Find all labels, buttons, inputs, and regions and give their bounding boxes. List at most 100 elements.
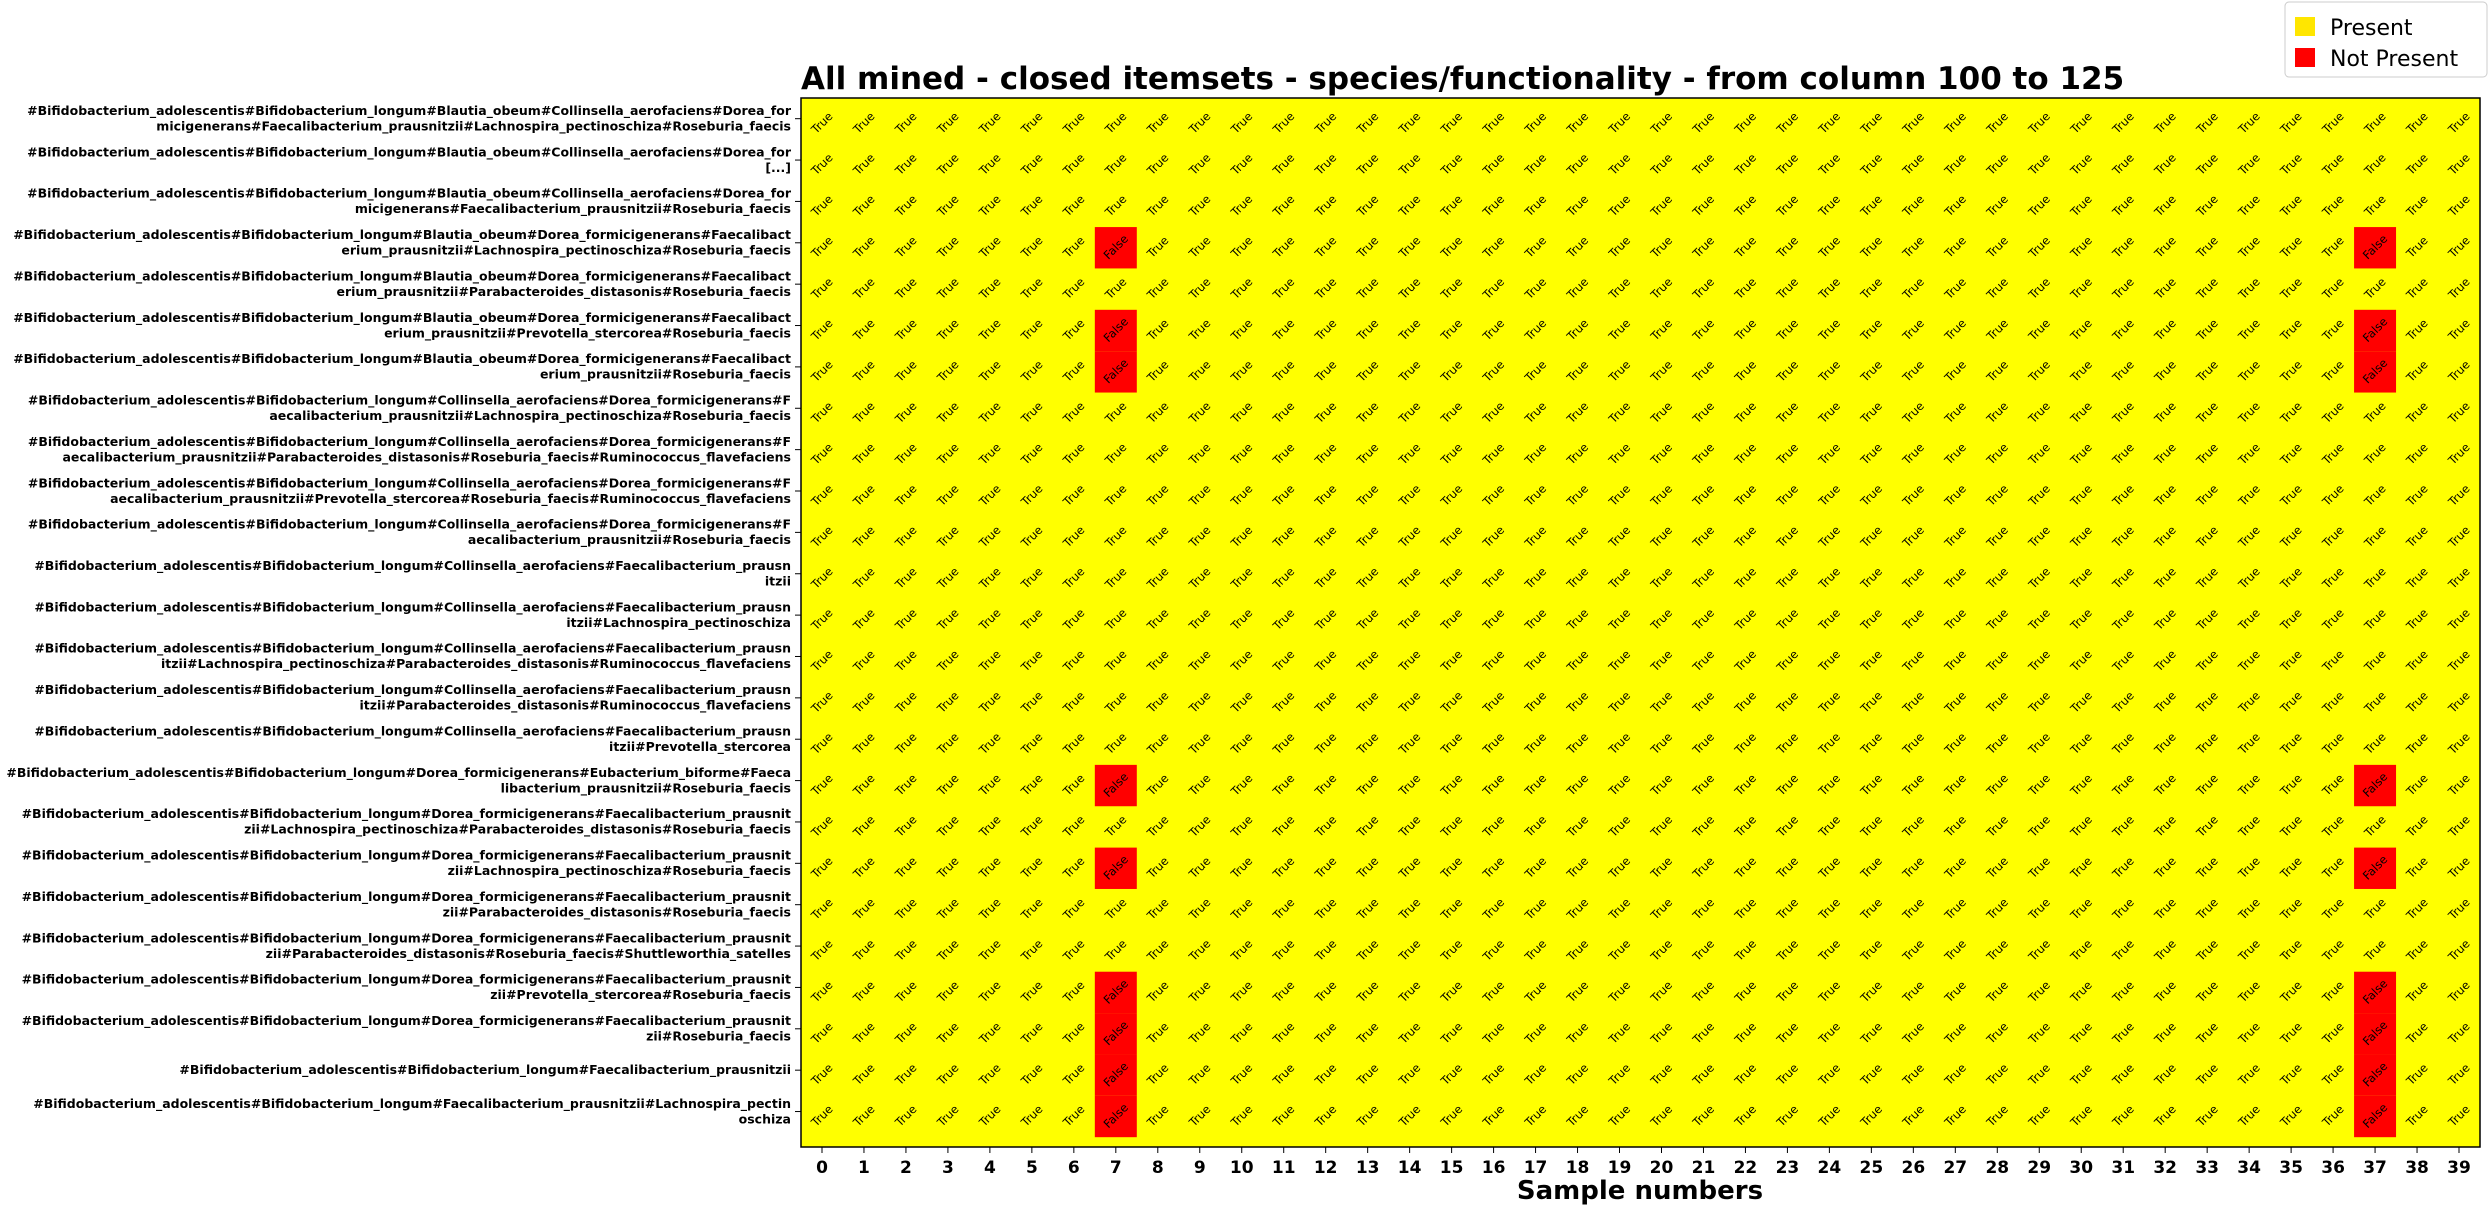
legend-frame	[2284, 1, 2488, 78]
x-tick-label: 28	[1985, 1158, 2009, 1178]
y-tick-label: [...]	[765, 160, 791, 175]
y-tick-label: aecalibacterium_prausnitzii#Roseburia_fa…	[468, 532, 791, 548]
y-tick-label: #Bifidobacterium_adolescentis#Bifidobact…	[34, 723, 791, 739]
x-tick-label: 36	[2321, 1158, 2345, 1178]
x-tick-label: 3	[942, 1158, 954, 1178]
y-tick-label: zii#Lachnospira_pectinoschiza#Parabacter…	[244, 822, 791, 838]
x-tick-label: 22	[1734, 1158, 1758, 1178]
y-tick-label: erium_prausnitzii#Lachnospira_pectinosch…	[341, 243, 791, 259]
x-tick-label: 1	[858, 1158, 870, 1178]
cell-false	[1094, 764, 1137, 807]
cell-false	[2354, 971, 2397, 1014]
cell-false	[1094, 1013, 1137, 1055]
y-tick-label: #Bifidobacterium_adolescentis#Bifidobact…	[27, 144, 792, 160]
y-tick-label: #Bifidobacterium_adolescentis#Bifidobact…	[22, 889, 791, 905]
y-tick-label: libacterium_prausnitzii#Roseburia_faecis	[501, 780, 791, 796]
x-tick-label: 21	[1692, 1158, 1716, 1178]
legend-swatch-not-present	[2295, 48, 2315, 67]
x-tick-label: 16	[1482, 1158, 1506, 1178]
y-tick-label: #Bifidobacterium_adolescentis#Bifidobact…	[6, 765, 791, 781]
y-tick-label: zii#Parabacteroides_distasonis#Roseburia…	[443, 904, 791, 920]
legend-swatch-present	[2295, 17, 2315, 36]
cell-false	[1094, 847, 1137, 889]
cell-false	[2354, 764, 2397, 807]
y-tick-label: #Bifidobacterium_adolescentis#Bifidobact…	[33, 1096, 791, 1112]
x-tick-label: 5	[1026, 1158, 1038, 1178]
x-tick-label: 11	[1272, 1158, 1296, 1178]
y-tick-label: #Bifidobacterium_adolescentis#Bifidobact…	[28, 434, 791, 450]
x-tick-label: 9	[1194, 1158, 1206, 1178]
x-tick-label: 31	[2111, 1158, 2135, 1178]
x-tick-label: 24	[1818, 1158, 1842, 1178]
cell-false	[2354, 351, 2397, 393]
y-tick-label: #Bifidobacterium_adolescentis#Bifidobact…	[34, 641, 791, 657]
y-tick-label: #Bifidobacterium_adolescentis#Bifidobact…	[28, 517, 791, 533]
legend: Present Not Present	[2284, 1, 2488, 78]
y-tick-label: zii#Roseburia_faecis	[646, 1029, 791, 1045]
x-tick-label: 20	[1650, 1158, 1674, 1178]
cell-false	[2354, 1054, 2397, 1096]
y-tick-label: itzii	[765, 573, 791, 588]
cell-false	[2354, 309, 2397, 352]
x-tick-label: 35	[2279, 1158, 2303, 1178]
x-tick-label: 0	[816, 1158, 828, 1178]
x-tick-label: 8	[1152, 1158, 1164, 1178]
x-tick-label: 25	[1860, 1158, 1884, 1178]
x-tick-label: 15	[1440, 1158, 1464, 1178]
legend-label-present: Present	[2330, 16, 2413, 41]
y-tick-label: #Bifidobacterium_adolescentis#Bifidobact…	[34, 558, 791, 574]
y-tick-label: #Bifidobacterium_adolescentis#Bifidobact…	[34, 599, 791, 615]
x-tick-label: 6	[1068, 1158, 1080, 1178]
y-tick-label: aecalibacterium_prausnitzii#Prevotella_s…	[110, 491, 791, 507]
y-tick-label: #Bifidobacterium_adolescentis#Bifidobact…	[27, 103, 792, 119]
y-tick-label: erium_prausnitzii#Prevotella_stercorea#R…	[384, 325, 791, 341]
x-tick-label: 18	[1566, 1158, 1590, 1178]
x-tick-label: 33	[2195, 1158, 2219, 1178]
x-tick-label: 17	[1524, 1158, 1548, 1178]
y-tick-label: #Bifidobacterium_adolescentis#Bifidobact…	[13, 310, 791, 326]
cell-false	[1094, 971, 1137, 1014]
y-tick-label: #Bifidobacterium_adolescentis#Bifidobact…	[13, 227, 791, 243]
y-tick-label: micigenerans#Faecalibacterium_prausnitzi…	[156, 118, 791, 134]
y-tick-label: itzii#Prevotella_stercorea	[609, 739, 791, 755]
y-tick-label: #Bifidobacterium_adolescentis#Bifidobact…	[13, 268, 791, 284]
x-tick-label: 19	[1608, 1158, 1632, 1178]
y-tick-label: micigenerans#Faecalibacterium_prausnitzi…	[355, 201, 791, 217]
y-tick-label: #Bifidobacterium_adolescentis#Bifidobact…	[22, 972, 791, 988]
x-tick-label: 12	[1314, 1158, 1338, 1178]
x-tick-label: 13	[1356, 1158, 1380, 1178]
heatmap-background	[801, 98, 2480, 1147]
cell-false	[2354, 1013, 2397, 1055]
x-tick-label: 34	[2237, 1158, 2261, 1178]
y-tick-label: zii#Lachnospira_pectinoschiza#Roseburia_…	[448, 863, 791, 879]
y-tick-label: #Bifidobacterium_adolescentis#Bifidobact…	[179, 1062, 791, 1078]
x-tick-label: 30	[2069, 1158, 2093, 1178]
y-tick-label: zii#Parabacteroides_distasonis#Roseburia…	[266, 946, 791, 962]
y-tick-label: #Bifidobacterium_adolescentis#Bifidobact…	[13, 351, 791, 367]
y-tick-label: #Bifidobacterium_adolescentis#Bifidobact…	[28, 475, 791, 491]
y-tick-label: #Bifidobacterium_adolescentis#Bifidobact…	[34, 682, 791, 698]
cell-false	[2354, 1095, 2397, 1138]
heatmap-cells	[801, 98, 2480, 1147]
cell-false	[2354, 227, 2397, 269]
x-tick-label: 10	[1230, 1158, 1254, 1178]
cell-false	[1094, 227, 1137, 269]
y-tick-label: itzii#Lachnospira_pectinoschiza#Parabact…	[161, 656, 791, 672]
x-tick-label: 29	[2027, 1158, 2051, 1178]
x-tick-label: 38	[2405, 1158, 2429, 1178]
x-tick-label: 23	[1776, 1158, 1800, 1178]
cell-false	[1094, 309, 1137, 352]
y-tick-label: zii#Prevotella_stercorea#Roseburia_faeci…	[490, 987, 791, 1003]
x-tick-label: 4	[984, 1158, 996, 1178]
plot-frame	[800, 97, 2481, 1148]
cell-false	[1094, 351, 1137, 393]
x-tick-label: 2	[900, 1158, 912, 1178]
y-tick-label: itzii#Parabacteroides_distasonis#Ruminoc…	[360, 698, 791, 714]
chart-title: All mined - closed itemsets - species/fu…	[801, 61, 2124, 97]
x-tick-label: 7	[1110, 1158, 1122, 1178]
y-tick-label: aecalibacterium_prausnitzii#Parabacteroi…	[62, 449, 791, 465]
y-tick-label: #Bifidobacterium_adolescentis#Bifidobact…	[22, 930, 791, 946]
x-tick-label: 32	[2153, 1158, 2177, 1178]
y-tick-label: erium_prausnitzii#Roseburia_faecis	[540, 367, 791, 383]
cell-false	[1094, 1095, 1137, 1138]
